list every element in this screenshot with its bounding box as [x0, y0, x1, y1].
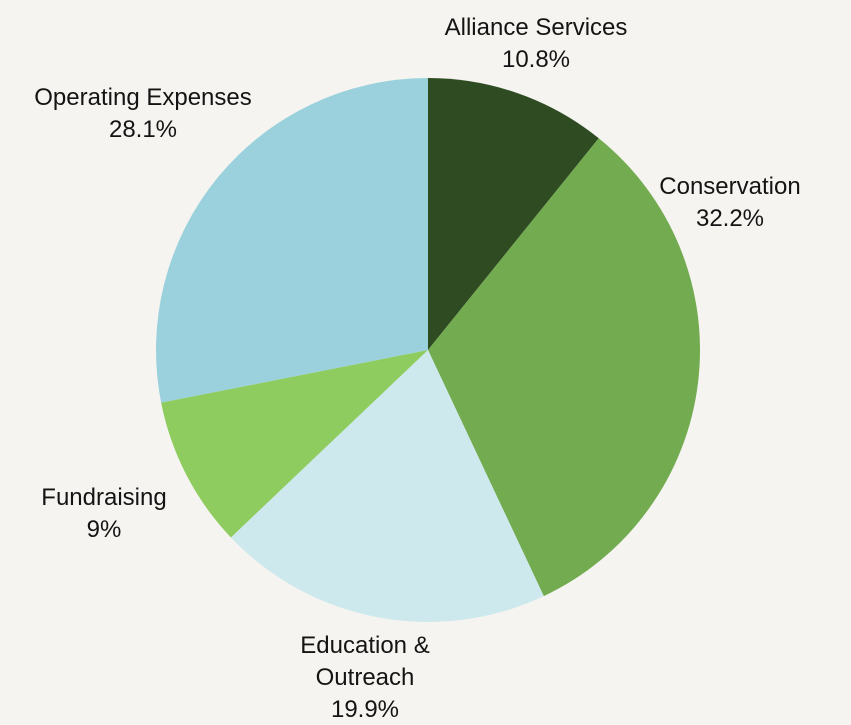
- slice-alliance-services: [428, 78, 599, 350]
- slice-name: Alliance Services: [445, 14, 628, 41]
- label-fundraising: Fundraising 9%: [41, 484, 166, 543]
- slice-percent: 32.2%: [696, 205, 764, 232]
- pie-labels: Alliance Services 10.8% Conservation 32.2% E…: [34, 14, 800, 723]
- slice-name: Conservation: [659, 173, 800, 200]
- pie-slices: [155, 78, 700, 622]
- slice-name: Outreach: [316, 664, 415, 691]
- slice-operating-expenses: [155, 78, 428, 403]
- slice-name: Education &: [300, 632, 429, 659]
- label-operating-expenses: Operating Expenses 28.1%: [34, 84, 251, 143]
- slice-fundraising: [161, 350, 428, 538]
- label-education-outreach: Education & Outreach 19.9%: [300, 632, 429, 723]
- slice-conservation: [428, 138, 700, 597]
- slice-percent: 10.8%: [502, 46, 570, 73]
- label-conservation: Conservation 32.2%: [659, 173, 800, 232]
- slice-education-outreach: [230, 350, 544, 622]
- slice-percent: 28.1%: [109, 116, 177, 143]
- slice-name: Operating Expenses: [34, 84, 251, 111]
- slice-percent: 9%: [87, 516, 122, 543]
- slice-percent: 19.9%: [331, 696, 399, 723]
- label-alliance-services: Alliance Services 10.8%: [445, 14, 628, 73]
- slice-name: Fundraising: [41, 484, 166, 511]
